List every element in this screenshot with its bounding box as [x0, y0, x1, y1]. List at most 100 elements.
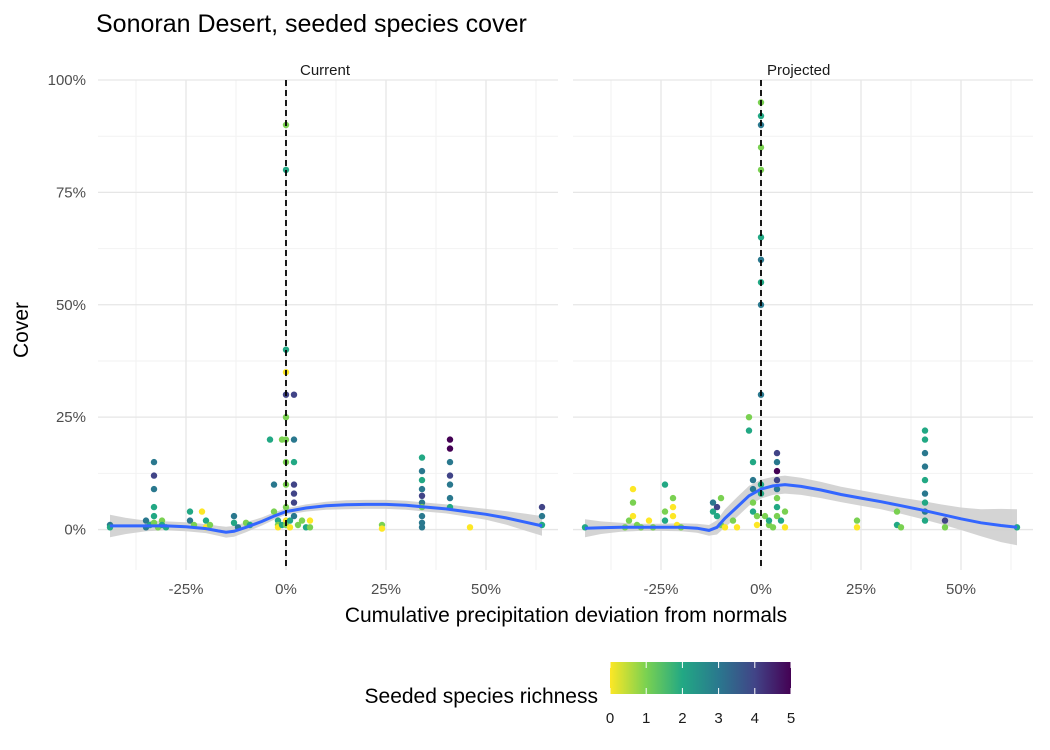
data-point: [418, 485, 426, 493]
data-point: [773, 485, 781, 493]
data-point: [921, 490, 929, 497]
data-point: [773, 512, 781, 520]
data-point: [769, 524, 777, 531]
data-point: [282, 503, 290, 511]
panel-current: Current -25% 0% 25% 50%: [98, 62, 558, 598]
smooth-line: [584, 483, 1018, 532]
data-point: [745, 414, 753, 421]
data-point: [270, 508, 278, 515]
data-point: [773, 503, 781, 511]
data-point: [290, 490, 298, 497]
data-point: [625, 517, 633, 524]
data-point: [941, 517, 949, 524]
data-point: [921, 517, 929, 524]
legend-tick-label: 4: [751, 710, 759, 727]
data-point: [286, 517, 294, 524]
data-point: [150, 512, 158, 520]
data-point: [446, 445, 454, 452]
data-point: [733, 524, 741, 531]
legend-tick-label: 5: [787, 710, 795, 727]
x-ticks-current: -25% 0% 25% 50%: [168, 581, 501, 598]
legend-colorbar: [610, 662, 791, 694]
data-point: [290, 436, 298, 443]
smooth-line-current: [110, 502, 543, 534]
data-point: [765, 517, 773, 524]
data-point: [661, 517, 669, 524]
data-point: [446, 472, 454, 479]
data-point: [206, 521, 214, 529]
data-point: [446, 458, 454, 466]
data-point: [921, 476, 929, 484]
grid-current: [98, 79, 558, 570]
legend-tick-label: 2: [678, 710, 686, 727]
data-point: [446, 436, 454, 443]
legend-ticks: 0 1 2 3 4 5: [606, 662, 795, 727]
data-point: [230, 512, 238, 520]
data-point: [186, 517, 194, 524]
y-axis-title: Cover: [10, 302, 33, 358]
x-axis-title: Cumulative precipitation deviation from …: [345, 604, 787, 627]
data-point: [645, 517, 653, 524]
data-point: [418, 467, 426, 475]
x-tick-label: 25%: [846, 581, 876, 598]
data-point: [753, 512, 761, 520]
x-tick-label: -25%: [643, 581, 678, 598]
y-tick-label: 50%: [56, 297, 86, 314]
panel-label-projected: Projected: [767, 62, 830, 79]
data-point: [446, 481, 454, 488]
data-point: [721, 524, 729, 531]
points-current: [106, 121, 546, 532]
data-point: [749, 476, 757, 484]
data-point: [853, 517, 861, 524]
data-point: [761, 512, 769, 520]
data-point: [158, 517, 166, 524]
data-point: [941, 524, 949, 531]
data-point: [669, 503, 677, 511]
chart-title: Sonoran Desert, seeded species cover: [96, 10, 527, 38]
data-point: [418, 519, 426, 526]
smooth-line: [110, 502, 543, 534]
data-point: [773, 458, 781, 466]
x-ticks-projected: -25% 0% 25% 50%: [643, 581, 976, 598]
data-point: [150, 485, 158, 493]
data-point: [270, 481, 278, 488]
data-point: [757, 256, 765, 263]
data-point: [853, 524, 861, 531]
data-point: [781, 524, 789, 531]
data-point: [629, 485, 637, 493]
data-point: [150, 503, 158, 511]
panel-projected: Projected -25% 0% 25% 50%: [573, 62, 1033, 598]
data-point: [749, 485, 757, 493]
data-point: [897, 524, 905, 531]
data-point: [418, 524, 426, 531]
data-point: [202, 517, 210, 524]
data-point: [749, 499, 757, 506]
y-tick-label: 75%: [56, 184, 86, 201]
data-point: [290, 458, 298, 466]
data-point: [781, 508, 789, 515]
data-point: [266, 436, 274, 443]
data-point: [773, 467, 781, 475]
data-point: [418, 512, 426, 520]
legend-tick-label: 3: [714, 710, 722, 727]
data-point: [669, 512, 677, 520]
data-point: [290, 481, 298, 488]
data-point: [717, 494, 725, 502]
data-point: [418, 499, 426, 506]
data-point: [749, 508, 757, 515]
points-projected: [581, 99, 1021, 531]
data-point: [286, 524, 294, 531]
data-point: [538, 503, 546, 511]
y-tick-label: 100%: [48, 72, 86, 89]
data-point: [661, 481, 669, 488]
data-point: [921, 449, 929, 457]
data-point: [142, 517, 150, 524]
data-point: [418, 476, 426, 484]
data-point: [629, 499, 637, 506]
data-point: [282, 346, 290, 353]
data-point: [893, 508, 901, 515]
data-point: [773, 449, 781, 457]
data-point: [713, 512, 721, 520]
x-tick-label: 25%: [371, 581, 401, 598]
